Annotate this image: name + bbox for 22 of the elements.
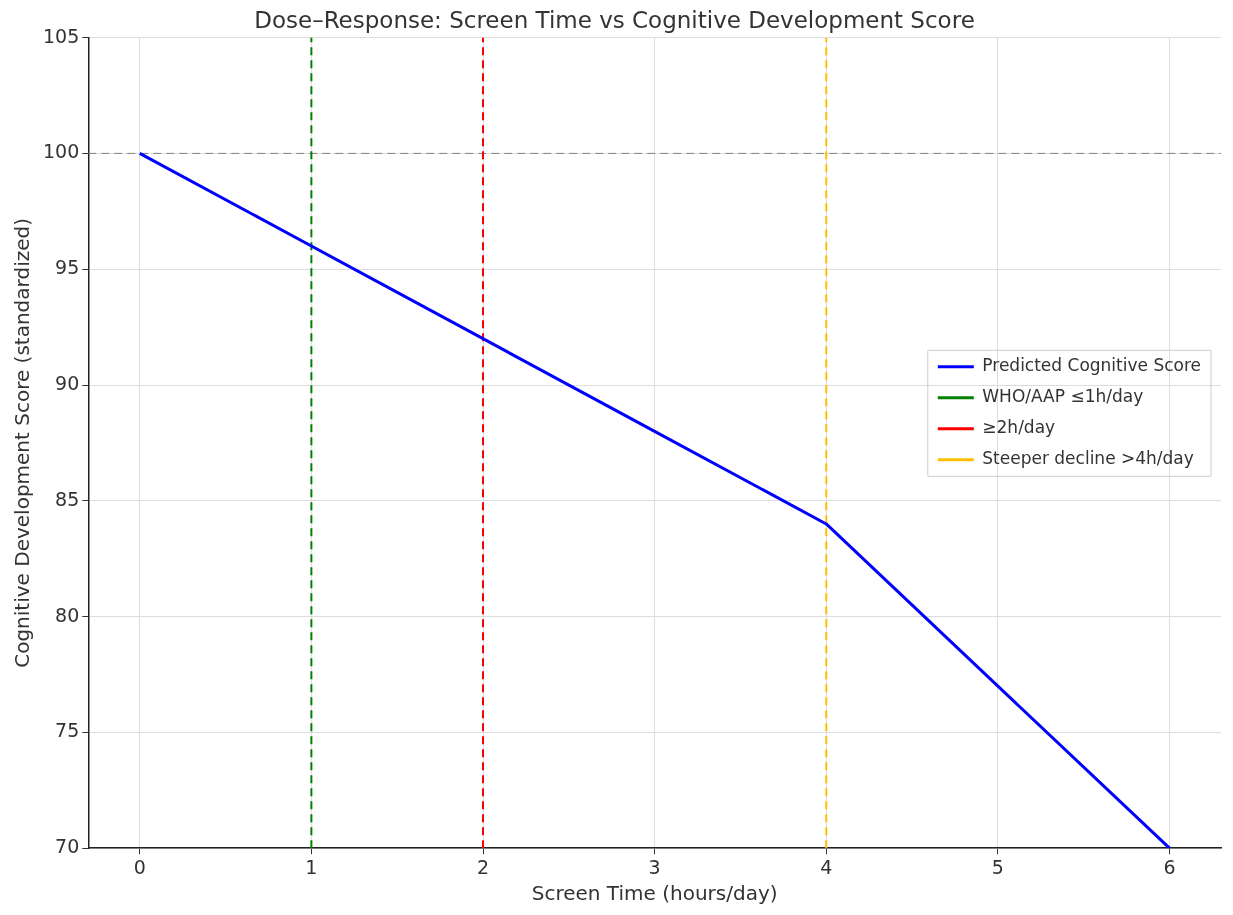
y-tick-label: 90 — [55, 371, 80, 394]
legend-label: Steeper decline >4h/day — [982, 448, 1194, 469]
chart-title: Dose–Response: Screen Time vs Cognitive Development Score — [254, 6, 975, 33]
x-axis-title: Screen Time (hours/day) — [531, 881, 778, 906]
x-tick-label: 1 — [305, 855, 318, 878]
x-tick-label: 2 — [476, 855, 490, 878]
x-tick-label: 4 — [820, 855, 833, 878]
y-tick-label: 75 — [55, 719, 80, 742]
x-tick-label: 0 — [133, 855, 146, 878]
x-tick-label: 3 — [648, 855, 661, 878]
x-tick-label: 6 — [1163, 855, 1176, 878]
legend-label: ≥2h/day — [982, 417, 1056, 438]
legend-label: Predicted Cognitive Score — [982, 355, 1202, 376]
y-tick-label: 95 — [55, 256, 80, 279]
y-tick-label: 105 — [43, 24, 80, 47]
y-tick-label: 70 — [55, 835, 80, 858]
y-tick-label: 100 — [43, 140, 80, 163]
y-tick-label: 80 — [55, 603, 80, 626]
x-tick-label: 5 — [991, 855, 1004, 878]
y-axis-title: Cognitive Development Score (standardized) — [10, 218, 35, 668]
y-tick-label: 85 — [55, 487, 80, 510]
legend-label: WHO/AAP ≤1h/day — [982, 386, 1144, 407]
